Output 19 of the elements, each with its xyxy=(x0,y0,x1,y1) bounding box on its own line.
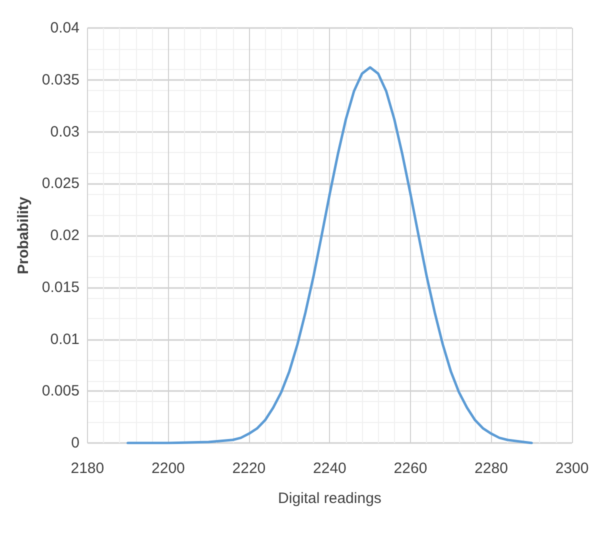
y-tick-label: 0.015 xyxy=(42,278,80,296)
y-tick-label: 0.03 xyxy=(50,123,80,140)
y-tick-label: 0.005 xyxy=(42,382,80,400)
y-axis-title: Probability xyxy=(15,196,32,274)
x-tick-label: 2280 xyxy=(474,460,508,477)
y-tick-label: 0.02 xyxy=(50,227,80,244)
x-tick-label: 2220 xyxy=(232,460,266,477)
y-tick-label: 0.04 xyxy=(50,20,80,36)
x-axis-title: Digital readings xyxy=(278,490,382,507)
x-tick-label: 2180 xyxy=(70,460,104,477)
x-tick-label: 2200 xyxy=(152,460,185,477)
y-tick-label: 0.035 xyxy=(42,71,80,88)
x-tick-label: 2260 xyxy=(394,460,428,477)
x-tick-label: 2300 xyxy=(555,460,589,477)
y-tick-label: 0.01 xyxy=(50,330,80,348)
x-tick-label: 2240 xyxy=(313,460,346,477)
y-tick-label: 0 xyxy=(71,434,80,452)
y-tick-label: 0.025 xyxy=(42,175,80,192)
line-series xyxy=(126,66,533,444)
